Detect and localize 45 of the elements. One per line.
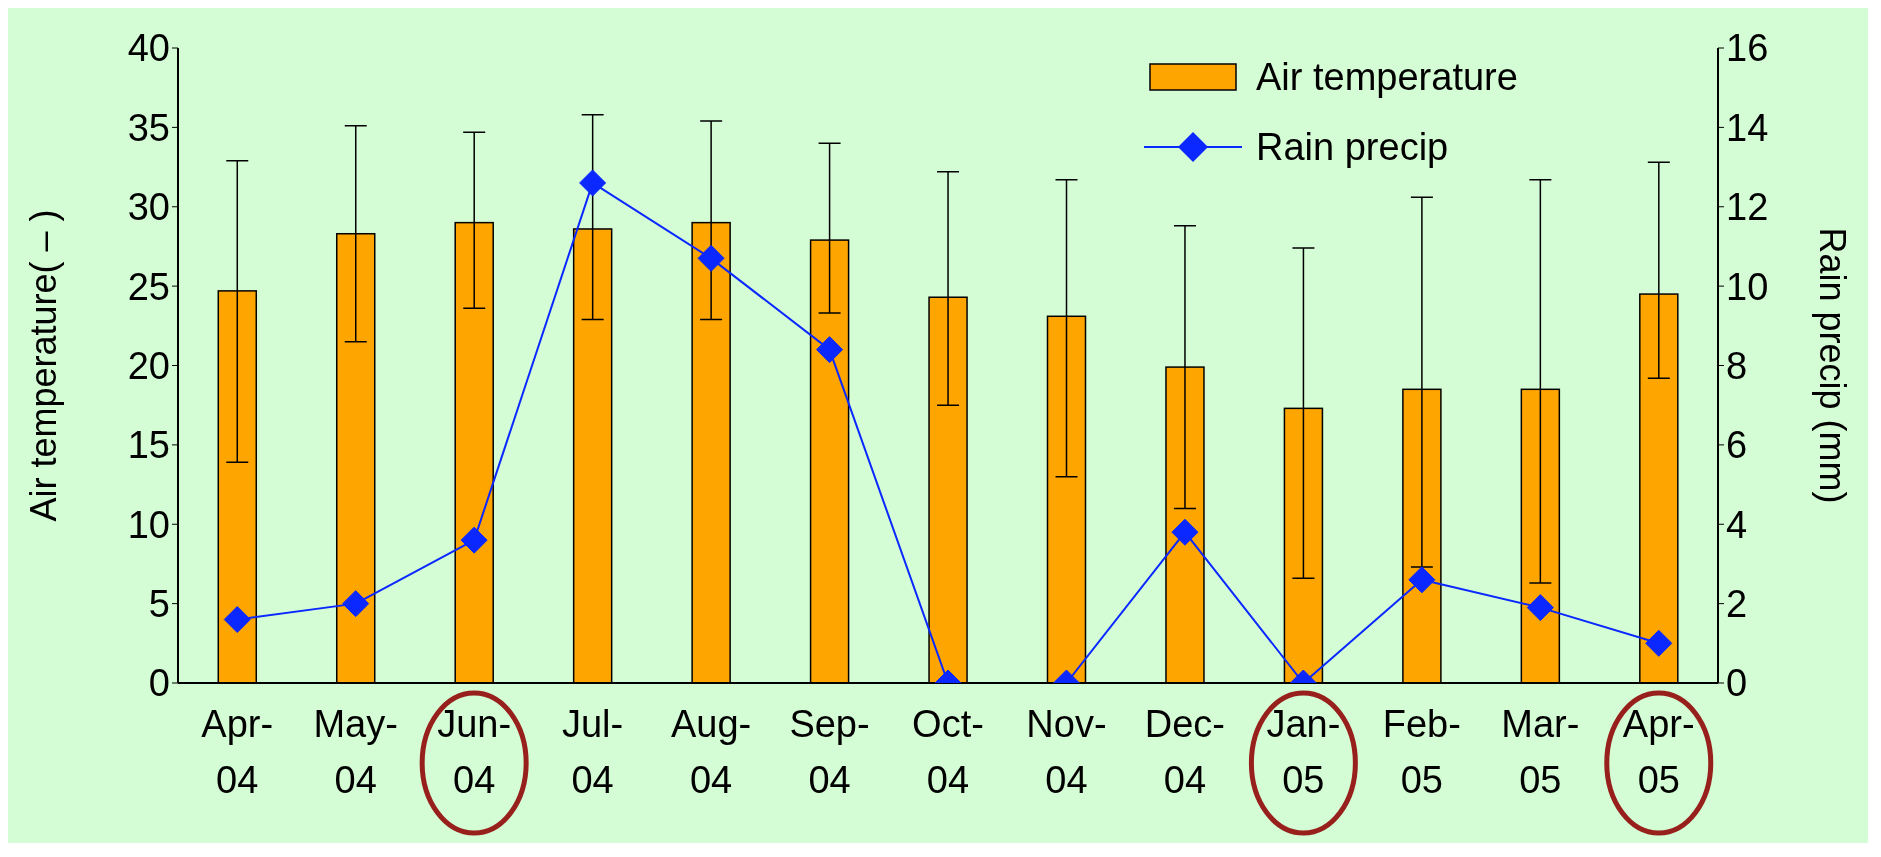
point — [1526, 594, 1554, 622]
x-tick-label: Mar-05 — [1501, 703, 1580, 801]
legend-label: Air temperature — [1256, 55, 1518, 99]
legend-label: Rain precip — [1256, 125, 1449, 169]
x-tick-label: Apr-04 — [201, 703, 274, 801]
y-tick-label: 0 — [148, 662, 170, 705]
x-tick-label: Apr-05 — [1622, 703, 1695, 801]
y2-tick-label: 6 — [1726, 424, 1748, 467]
point — [223, 606, 251, 633]
point — [697, 244, 725, 272]
y-tick-label: 20 — [127, 344, 170, 387]
y2-tick-label: 10 — [1726, 265, 1769, 308]
y-axis-title: Air temperature( – ) — [22, 209, 64, 522]
y-tick-label: 40 — [127, 27, 170, 70]
y2-tick-label: 4 — [1726, 503, 1748, 546]
x-tick-label: Sep-04 — [789, 703, 870, 801]
point — [1645, 629, 1673, 657]
x-tick-label: Oct-04 — [912, 703, 984, 801]
x-tick-label: May-04 — [313, 703, 398, 801]
y2-tick-label: 12 — [1726, 186, 1769, 229]
x-tick-label: Jul-04 — [562, 703, 624, 801]
point — [460, 526, 488, 554]
y2-axis-title: Rain precip (mm) — [1812, 227, 1854, 504]
y2-tick-label: 8 — [1726, 344, 1748, 387]
y2-tick-label: 14 — [1726, 106, 1769, 149]
point — [1408, 566, 1436, 594]
point — [1171, 518, 1199, 546]
point — [579, 169, 607, 197]
y2-tick-label: 2 — [1726, 583, 1748, 626]
y-tick-label: 15 — [127, 424, 170, 467]
y2-tick-label: 0 — [1726, 662, 1748, 705]
y-tick-label: 5 — [148, 583, 170, 626]
y-tick-label: 35 — [127, 106, 170, 149]
x-tick-label: Feb-05 — [1382, 703, 1461, 801]
point — [342, 590, 370, 618]
x-tick-label: Jan-05 — [1266, 703, 1341, 801]
x-tick-label: Jun-04 — [437, 703, 512, 801]
y-tick-label: 10 — [127, 503, 170, 546]
point — [816, 336, 844, 364]
y-tick-label: 30 — [127, 186, 170, 229]
x-tick-label: Nov-04 — [1026, 703, 1107, 801]
y2-tick-label: 16 — [1726, 27, 1769, 70]
x-tick-label: Aug-04 — [670, 703, 752, 801]
y-tick-label: 25 — [127, 265, 170, 308]
x-tick-label: Dec-04 — [1144, 703, 1226, 801]
